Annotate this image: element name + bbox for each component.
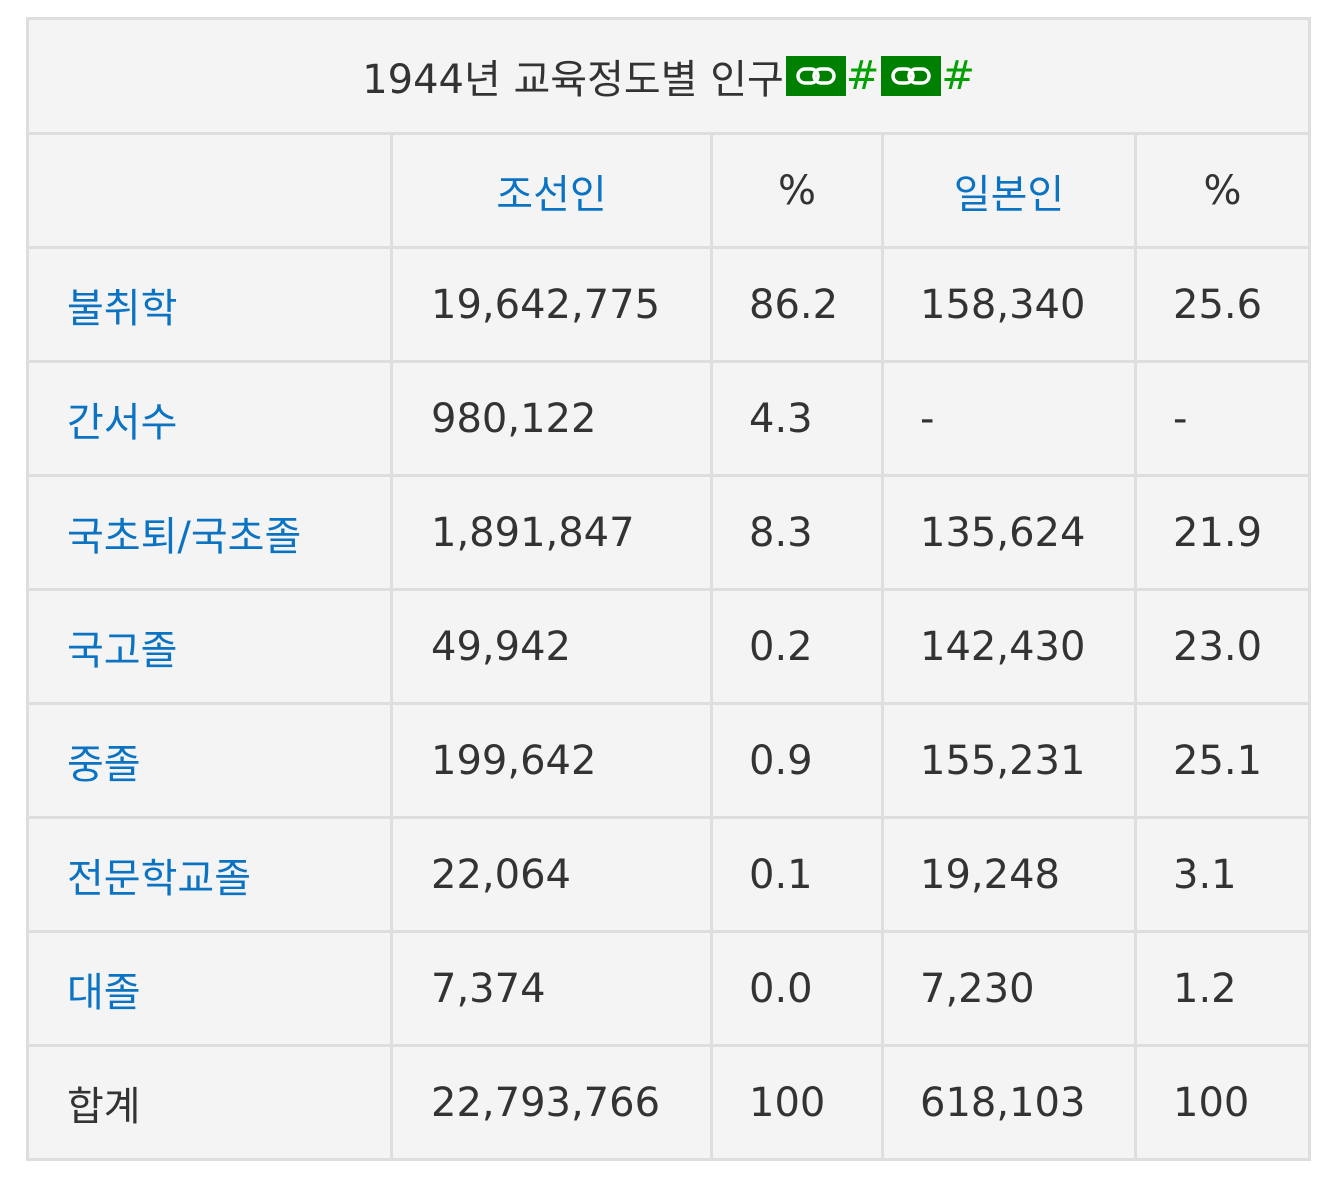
row-label-link[interactable]: 국고졸 (26, 588, 393, 705)
japanese-percent: 3.1 (1133, 816, 1312, 933)
joseon-count: 1,891,847 (390, 474, 713, 591)
header-row: 조선인 % 일본인 % (26, 132, 1312, 249)
table-row: 대졸 7,374 0.0 7,230 1.2 (26, 930, 1312, 1047)
japanese-percent: 25.6 (1133, 246, 1312, 363)
joseon-percent: 0.9 (710, 702, 884, 819)
japanese-percent: - (1133, 360, 1312, 477)
total-row: 합계 22,793,766 100 618,103 100 (26, 1044, 1312, 1161)
japanese-percent: 21.9 (1133, 474, 1312, 591)
japanese-count: 158,340 (881, 246, 1137, 363)
row-label-link[interactable]: 불취학 (26, 246, 393, 363)
joseon-percent: 4.3 (710, 360, 884, 477)
joseon-percent: 8.3 (710, 474, 884, 591)
row-label-link[interactable]: 국초퇴/국초졸 (26, 474, 393, 591)
joseon-total: 22,793,766 (390, 1044, 713, 1161)
row-label-link[interactable]: 대졸 (26, 930, 393, 1047)
header-joseon-link[interactable]: 조선인 (496, 171, 607, 218)
table-title: 1944년 교육정도별 인구 (362, 57, 784, 103)
joseon-percent: 0.1 (710, 816, 884, 933)
joseon-total-percent: 100 (710, 1044, 884, 1161)
table-row: 간서수 980,122 4.3 - - (26, 360, 1312, 477)
joseon-percent: 0.2 (710, 588, 884, 705)
link-icon[interactable] (785, 56, 846, 96)
table-row: 전문학교졸 22,064 0.1 19,248 3.1 (26, 816, 1312, 933)
joseon-count: 22,064 (390, 816, 713, 933)
header-blank (26, 132, 393, 249)
row-label-link[interactable]: 전문학교졸 (26, 816, 393, 933)
japanese-total: 618,103 (881, 1044, 1137, 1161)
table-row: 중졸 199,642 0.9 155,231 25.1 (26, 702, 1312, 819)
education-table-container: 1944년 교육정도별 인구 # # 조선인 % 일본인 % 불취학 19,642,… (25, 17, 1312, 1161)
row-label-link[interactable]: 중졸 (26, 702, 393, 819)
japanese-count: - (881, 360, 1137, 477)
header-percent-1: % (710, 132, 884, 249)
japanese-count: 19,248 (881, 816, 1137, 933)
title-hash-link-1[interactable]: # (845, 53, 880, 99)
joseon-count: 980,122 (390, 360, 713, 477)
japanese-count: 142,430 (881, 588, 1137, 705)
total-label: 합계 (26, 1044, 393, 1161)
japanese-percent: 1.2 (1133, 930, 1312, 1047)
japanese-percent: 23.0 (1133, 588, 1312, 705)
japanese-total-percent: 100 (1133, 1044, 1312, 1161)
joseon-count: 7,374 (390, 930, 713, 1047)
joseon-count: 19,642,775 (390, 246, 713, 363)
japanese-count: 155,231 (881, 702, 1137, 819)
link-icon[interactable] (881, 56, 942, 96)
table-row: 불취학 19,642,775 86.2 158,340 25.6 (26, 246, 1312, 363)
header-joseon: 조선인 (390, 132, 713, 249)
header-japanese-link[interactable]: 일본인 (953, 171, 1065, 218)
japanese-count: 135,624 (881, 474, 1137, 591)
japanese-count: 7,230 (881, 930, 1137, 1047)
table-title-cell: 1944년 교육정도별 인구 # # (25, 17, 1312, 135)
joseon-percent: 86.2 (710, 246, 884, 363)
joseon-count: 49,942 (390, 588, 713, 705)
table-row: 국초퇴/국초졸 1,891,847 8.3 135,624 21.9 (26, 474, 1312, 591)
title-hash-link-2[interactable]: # (941, 53, 975, 99)
header-percent-2: % (1133, 132, 1312, 249)
joseon-count: 199,642 (390, 702, 713, 819)
title-row: 1944년 교육정도별 인구 # # (25, 17, 1312, 135)
joseon-percent: 0.0 (710, 930, 884, 1047)
education-population-table: 1944년 교육정도별 인구 # # 조선인 % 일본인 % 불취학 19,642,… (25, 17, 1312, 1161)
header-japanese: 일본인 (881, 132, 1137, 249)
table-row: 국고졸 49,942 0.2 142,430 23.0 (26, 588, 1312, 705)
japanese-percent: 25.1 (1133, 702, 1312, 819)
row-label-link[interactable]: 간서수 (26, 360, 393, 477)
